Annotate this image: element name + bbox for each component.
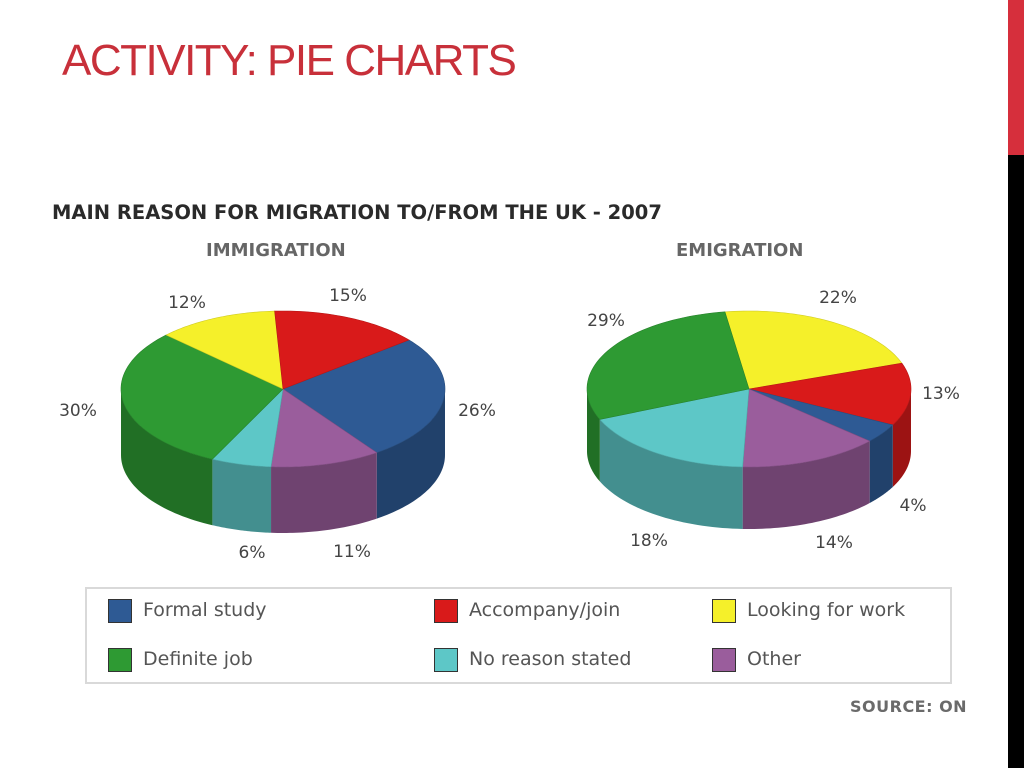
pie-slice-definite-job: [586, 311, 750, 420]
legend-label: Definite job: [143, 648, 253, 670]
pie-side-formal-study: [869, 424, 893, 504]
pie-slice-looking-for-work: [724, 310, 903, 390]
pie-side-definite-job: [587, 389, 600, 482]
pie-side-other: [742, 441, 870, 529]
pie-slice-looking-for-work: [165, 310, 284, 390]
pie-slice-other: [270, 388, 378, 468]
pie-slice-accompany-join: [748, 362, 912, 426]
pie-label-no-reason-stated: 6%: [239, 543, 266, 563]
legend-swatch-formal-study: [108, 599, 132, 623]
pie-label-other: 11%: [333, 542, 371, 562]
immigration-pie: 26% 11% 6% 30% 12% 15%: [59, 286, 496, 563]
pie-label-definite-job: 30%: [59, 401, 97, 421]
immigration-heading: IMMIGRATION: [206, 240, 346, 261]
legend-label: Other: [747, 648, 801, 670]
pie-side-no-reason-stated: [212, 459, 272, 533]
pie-side-definite-job: [121, 389, 213, 526]
pie-label-accompany-join: 13%: [922, 384, 960, 404]
legend-label: Formal study: [143, 599, 267, 621]
pie-label-accompany-join: 15%: [329, 286, 367, 306]
figure-title: MAIN REASON FOR MIGRATION TO/FROM THE UK…: [52, 201, 662, 224]
pie-label-no-reason-stated: 18%: [630, 531, 668, 551]
pie-label-looking-for-work: 22%: [819, 288, 857, 308]
pie-charts: 26% 11% 6% 30% 12% 15% 22% 13% 4% 14% 18% 29%: [59, 286, 960, 563]
pie-side-formal-study: [376, 389, 445, 519]
pie-slice-definite-job: [120, 334, 284, 460]
pie-side-no-reason-stated: [599, 419, 743, 529]
pie-slice-other: [742, 388, 871, 468]
pie-label-formal-study: 4%: [900, 496, 927, 516]
legend-swatch-other: [712, 648, 736, 672]
pie-label-looking-for-work: 12%: [168, 293, 206, 313]
legend-label: No reason stated: [469, 648, 632, 670]
pie-slice-formal-study: [748, 388, 894, 442]
slide-title: ACTIVITY: PIE CHARTS: [62, 36, 517, 85]
pie-slice-accompany-join: [274, 310, 410, 390]
pie-slice-no-reason-stated: [599, 388, 750, 468]
pie-slice-no-reason-stated: [211, 388, 284, 468]
legend-swatch-accompany-join: [434, 599, 458, 623]
source-note: SOURCE: ON: [850, 697, 968, 716]
emigration-pie: 22% 13% 4% 14% 18% 29%: [586, 288, 960, 553]
legend-swatch-looking-for-work: [712, 599, 736, 623]
pie-slice-formal-study: [282, 339, 446, 453]
pie-label-formal-study: 26%: [458, 401, 496, 421]
legend-swatch-no-reason-stated: [434, 648, 458, 672]
pie-label-other: 14%: [815, 533, 853, 553]
emigration-heading: EMIGRATION: [676, 240, 804, 261]
pie-side-other: [271, 452, 377, 533]
legend-label: Looking for work: [747, 599, 906, 621]
legend-label: Accompany/join: [469, 599, 621, 621]
legend: Formal study Accompany/join Looking for …: [85, 587, 952, 684]
legend-swatch-definite-job: [108, 648, 132, 672]
accent-bar-black: [1008, 155, 1024, 768]
pie-label-definite-job: 29%: [587, 311, 625, 331]
pie-side-accompany-join: [892, 389, 911, 487]
accent-bar-red: [1008, 0, 1024, 155]
